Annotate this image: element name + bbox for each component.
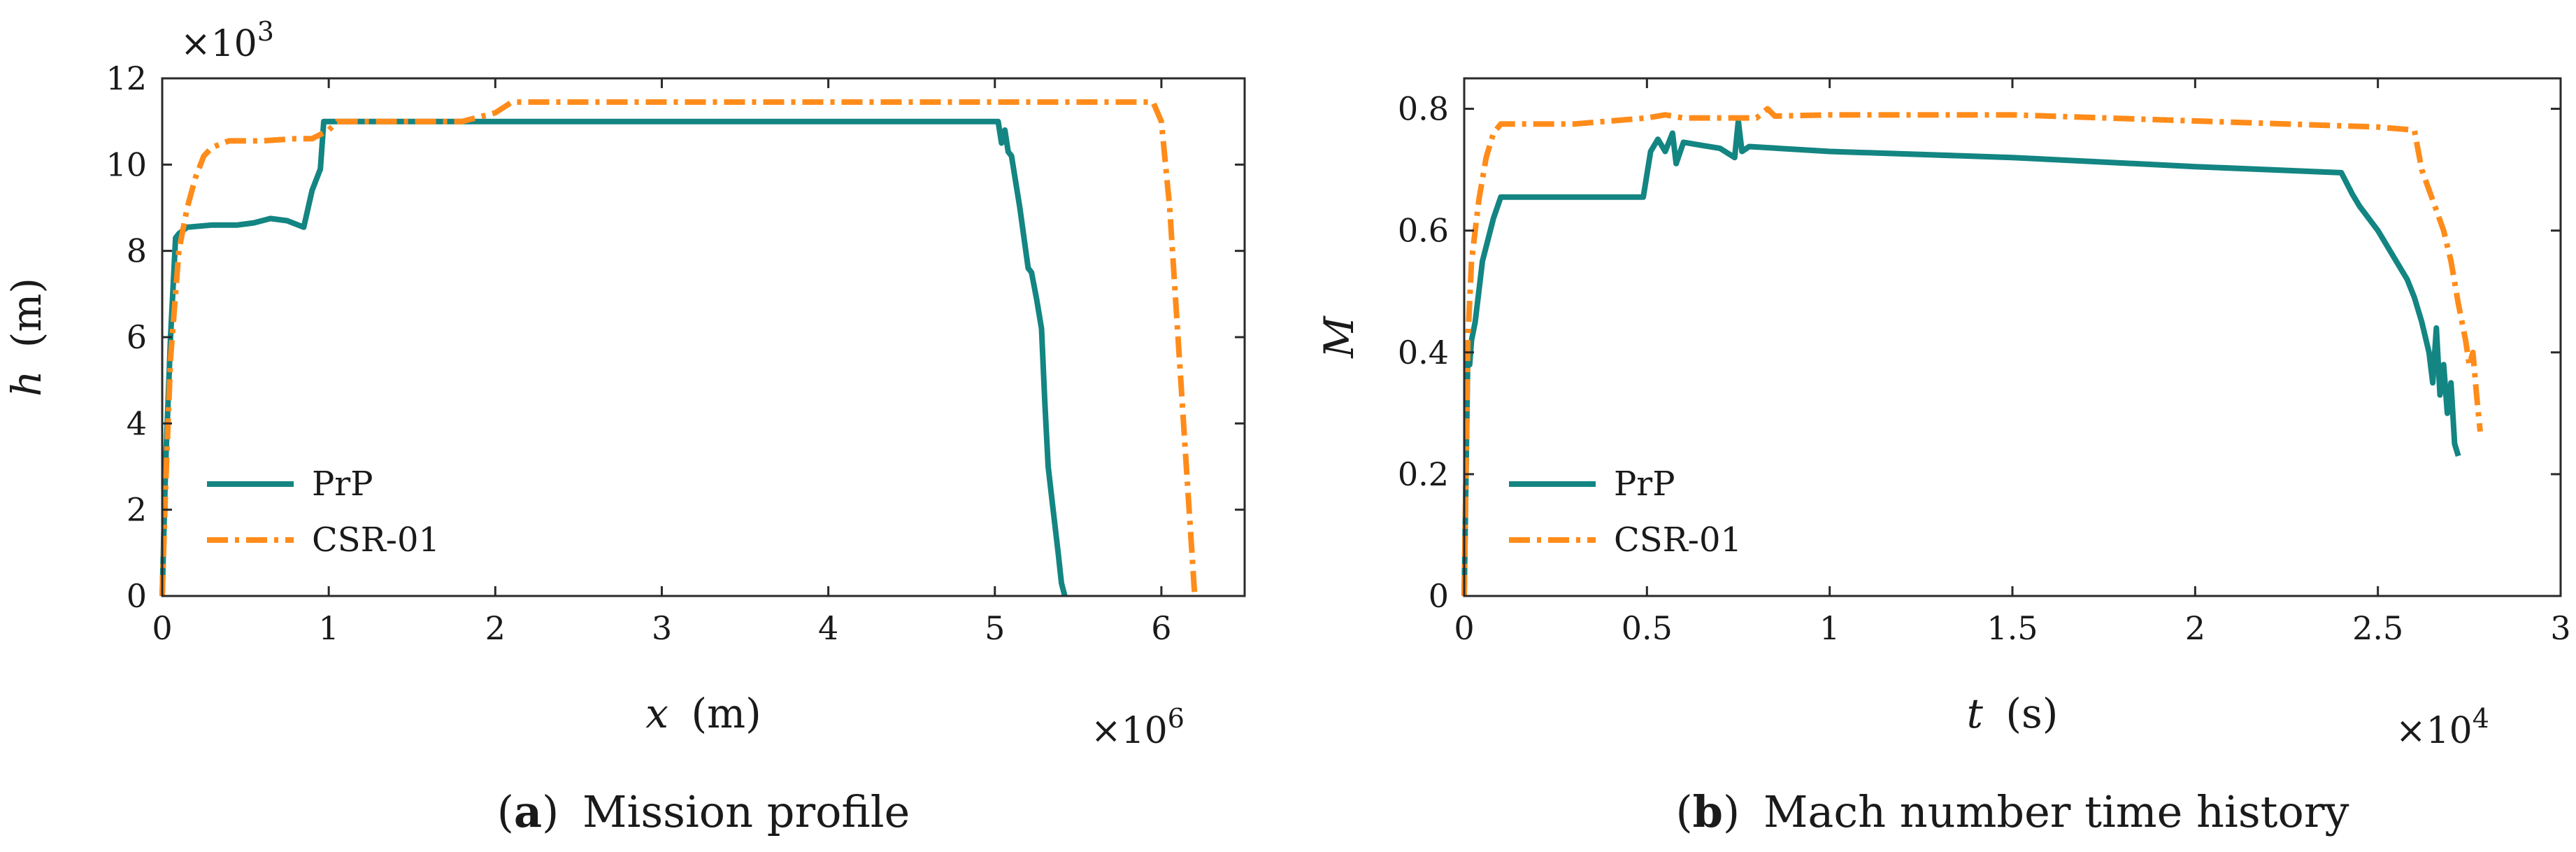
mach-number-y-tick-label: 0: [1429, 577, 1449, 615]
mission-profile-x-tick-label: 3: [652, 609, 672, 647]
mach-number-y-axis-label: M: [1315, 315, 1363, 359]
caption-b-open: (: [1675, 786, 1692, 837]
y-axis-variable: h: [3, 371, 50, 397]
mission-profile-series-prp-line: [159, 118, 1068, 597]
mach-number-series-csr-01-line: [1461, 106, 2483, 597]
mission-profile-x-tick-label: 4: [818, 609, 838, 647]
mach-number-ticks: 0 0.5 1 1.5 2 2.5 3 0 0.2 0.4 0.6 0.8: [1398, 78, 2571, 647]
mach-number-x-tick-label: 2: [2185, 609, 2205, 647]
caption-a-label: a: [514, 786, 542, 837]
x-axis-variable: x: [645, 690, 668, 737]
mission-profile-x-tick-label: 1: [319, 609, 339, 647]
mission-profile-y-tick-label: 12: [106, 59, 147, 97]
mission-profile-series-csr-01-line: [159, 99, 1198, 597]
mach-number-x-tick-label: 0: [1454, 609, 1474, 647]
y-multiplier-base: ×10: [180, 23, 257, 65]
mach-number-x-tick-label: 1.5: [1987, 609, 2038, 647]
caption-b-label: b: [1693, 786, 1723, 837]
mission-profile-x-multiplier: ×106: [1091, 703, 1185, 752]
mission-profile-y-tick-label: 6: [127, 318, 147, 356]
mach-number-x-tick-label: 2.5: [2352, 609, 2403, 647]
x-multiplier-base: ×10: [2396, 710, 2473, 752]
caption-a: (a) Mission profile: [497, 786, 910, 837]
legend-label-prp: PrP: [312, 464, 373, 504]
mach-number-y-tick-label: 0.2: [1398, 455, 1449, 493]
caption-b-text: Mach number time history: [1763, 786, 2349, 837]
legend-label-csr: CSR-01: [312, 520, 440, 560]
mission-profile-x-tick-label: 6: [1151, 609, 1171, 647]
mach-number-series-prp-line: [1461, 118, 2461, 597]
mission-profile-y-tick-label: 8: [127, 232, 147, 270]
mach-number-x-multiplier: ×104: [2396, 703, 2489, 752]
mission-profile-y-tick-label: 4: [127, 404, 147, 442]
x-multiplier-exponent: 6: [1168, 703, 1185, 734]
mission-profile-x-tick-label: 2: [485, 609, 506, 647]
mach-number-legend: PrP CSR-01: [1509, 464, 1742, 560]
caption-b: (b) Mach number time history: [1675, 786, 2349, 837]
y-multiplier-exponent: 3: [257, 16, 274, 47]
caption-a-text: Mission profile: [582, 786, 910, 837]
mach-number-x-tick-label: 1: [1819, 609, 1840, 647]
x-axis-unit: (m): [691, 690, 761, 737]
mission-profile-x-axis-label: x (m): [645, 690, 761, 737]
caption-a-open: (: [497, 786, 514, 837]
caption-b-close: ): [1723, 786, 1740, 837]
x-multiplier-base: ×10: [1091, 710, 1168, 752]
mission-profile-y-tick-label: 0: [127, 577, 147, 615]
caption-a-close: ): [542, 786, 559, 837]
legend-label-csr: CSR-01: [1614, 520, 1742, 560]
mach-number-y-tick-label: 0.4: [1398, 334, 1449, 371]
x-axis-variable: t: [1967, 690, 1984, 737]
mach-number-plot-area: [1461, 106, 2483, 597]
y-axis-variable: M: [1315, 315, 1363, 359]
mission-profile-y-tick-label: 10: [106, 145, 147, 183]
mission-profile-legend: PrP CSR-01: [207, 464, 440, 560]
mach-number-y-tick-label: 0.6: [1398, 212, 1449, 250]
x-axis-unit: (s): [2005, 690, 2058, 737]
mission-profile-x-tick-label: 5: [985, 609, 1005, 647]
mach-number-y-tick-label: 0.8: [1398, 90, 1449, 128]
mission-profile-y-axis-label: h (m): [3, 278, 50, 397]
x-multiplier-exponent: 4: [2473, 703, 2489, 734]
mission-profile-plot-area: [159, 99, 1198, 597]
mission-profile-x-tick-label: 0: [152, 609, 172, 647]
legend-label-prp: PrP: [1614, 464, 1675, 504]
mission-profile-y-multiplier: ×103: [180, 16, 274, 65]
mach-number-x-tick-label: 3: [2550, 609, 2570, 647]
mission-profile-y-tick-label: 2: [127, 491, 147, 529]
mach-number-x-tick-label: 0.5: [1622, 609, 1673, 647]
mach-number-x-axis-label: t (s): [1967, 690, 2059, 737]
mission-profile-axes-frame: [161, 77, 1246, 597]
panel-mach-number: 0 0.5 1 1.5 2 2.5 300.20.40.60.8 M t (s) ×104 …: [1315, 77, 2571, 837]
y-axis-unit: (m): [3, 278, 50, 348]
